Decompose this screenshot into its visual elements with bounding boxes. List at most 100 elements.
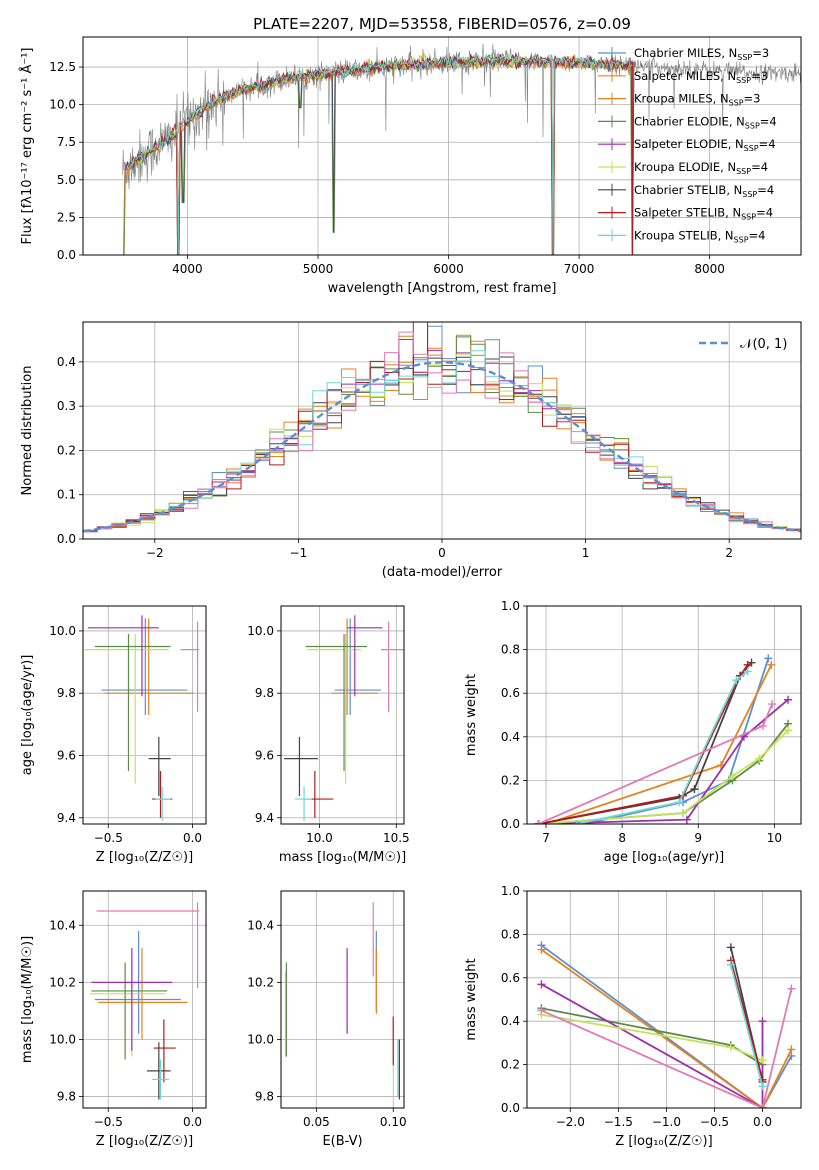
weight-series-2 xyxy=(538,723,789,824)
y-tick-label: 5.0 xyxy=(57,173,76,187)
axes-frame xyxy=(82,321,802,540)
x-axis-label: Z [log₁₀(Z/Z☉)] xyxy=(615,1134,712,1149)
y-axis-label: Normed distribution xyxy=(20,366,35,496)
weight-marker xyxy=(675,798,684,807)
panel-age-vs-Z: −0.5 0.0 9.4 9.6 9.8 10.0 Z [log₁₀(Z/Z☉)] age [… xyxy=(20,605,207,865)
y-tick-label: 10.0 xyxy=(49,624,76,638)
x-tick-label: 0.0 xyxy=(753,1115,772,1129)
errorbar-point xyxy=(91,962,168,1060)
errorbar-point xyxy=(284,736,318,796)
plot-area xyxy=(285,902,400,1100)
y-tick-label: 0.1 xyxy=(57,488,76,502)
weight-marker xyxy=(743,667,752,676)
errorbar-point xyxy=(96,902,200,989)
axes-frame xyxy=(82,36,802,256)
weight-series-8 xyxy=(541,988,793,1108)
y-tick-label: 0.2 xyxy=(501,1058,520,1072)
weight-marker xyxy=(537,980,546,989)
y-tick-label: 12.5 xyxy=(49,60,76,74)
model-spectrum-8 xyxy=(127,53,635,255)
y-tick-label: 2.5 xyxy=(57,210,76,224)
errorbar-point xyxy=(89,959,166,1057)
weight-marker xyxy=(534,820,543,824)
plot-area xyxy=(83,322,801,533)
axes-frame xyxy=(280,890,405,1109)
errorbar-point xyxy=(88,615,159,697)
y-tick-label: 0.0 xyxy=(57,532,76,546)
y-tick-label: 0.6 xyxy=(501,971,520,985)
model-spectrum-1 xyxy=(122,54,634,255)
x-tick-label: −1 xyxy=(290,546,308,560)
weight-marker xyxy=(758,1017,767,1026)
y-axis-label: Flux [fλ10⁻¹⁷ erg cm⁻² s⁻¹ Å⁻¹] xyxy=(19,48,35,245)
y-tick-label: 0.2 xyxy=(57,443,76,457)
y-tick-label: 0.4 xyxy=(501,1014,520,1028)
model-spectrum-6 xyxy=(125,53,635,255)
x-tick-label: 8 xyxy=(618,831,626,845)
errorbar-point xyxy=(147,1042,171,1100)
y-tick-label: 0.8 xyxy=(501,927,520,941)
weight-marker xyxy=(537,1006,546,1015)
errorbar-point xyxy=(347,615,383,697)
legend-entry: Kroupa MILES, NSSP=3 xyxy=(634,92,760,108)
model-spectrum-0 xyxy=(122,56,635,255)
weight-marker xyxy=(758,721,767,730)
y-axis-label: mass [log₁₀(M/M☉)] xyxy=(20,936,35,1063)
y-tick-label: 9.6 xyxy=(255,748,274,762)
y-tick-label: 9.8 xyxy=(57,1090,76,1104)
y-tick-label: 9.8 xyxy=(255,686,274,700)
y-tick-label: 9.4 xyxy=(57,811,76,825)
y-tick-label: 1.0 xyxy=(501,599,520,613)
y-axis-label: age [log₁₀(age/yr)] xyxy=(20,655,35,776)
x-tick-label: 2 xyxy=(725,546,733,560)
x-tick-label: 1 xyxy=(582,546,590,560)
weight-marker xyxy=(758,1056,767,1065)
x-axis-label: (data-model)/error xyxy=(382,565,503,580)
y-tick-label: 0.4 xyxy=(501,730,520,744)
weight-marker xyxy=(764,654,773,663)
plot-area xyxy=(534,654,793,824)
weight-marker xyxy=(784,726,793,735)
x-tick-label: 0.10 xyxy=(380,1115,407,1129)
weight-marker xyxy=(537,945,546,954)
x-tick-label: −0.5 xyxy=(94,831,123,845)
y-tick-label: 0.2 xyxy=(501,773,520,787)
weight-series-7 xyxy=(576,670,749,824)
panel-age-vs-mass: 10.0 10.5 9.4 9.6 9.8 10.0 mass [log₁₀(M/M☉)] xyxy=(247,605,410,865)
x-axis-label: E(B-V) xyxy=(322,1134,362,1149)
weight-series-8 xyxy=(538,703,773,824)
y-tick-label: 9.4 xyxy=(255,811,274,825)
weight-marker xyxy=(758,1104,767,1108)
weight-marker xyxy=(755,754,764,763)
y-tick-label: 10.0 xyxy=(247,1032,274,1046)
errorbar-point xyxy=(152,1059,169,1100)
y-tick-label: 10.0 xyxy=(247,624,274,638)
weight-marker xyxy=(787,1045,796,1054)
weight-marker xyxy=(690,785,699,794)
weight-series-6 xyxy=(538,664,749,824)
y-tick-label: 10.2 xyxy=(247,975,274,989)
gaussian-curve xyxy=(83,361,801,533)
y-tick-label: 0.3 xyxy=(57,399,76,413)
legend-entry: Salpeter MILES, NSSP=3 xyxy=(634,69,768,85)
y-axis-label: mass weight xyxy=(464,958,479,1040)
y-tick-label: 0.8 xyxy=(501,643,520,657)
axes-frame xyxy=(280,605,405,825)
x-axis-label: mass [log₁₀(M/M☉)] xyxy=(279,850,406,865)
axes-frame xyxy=(526,605,802,825)
x-axis-label: age [log₁₀(age/yr)] xyxy=(604,850,725,865)
panel-mass-vs-EBV: 0.05 0.10 9.8 10.0 10.2 10.4 E(B-V) xyxy=(247,890,407,1149)
legend-entry: Salpeter ELODIE, NSSP=4 xyxy=(634,137,776,153)
weight-series-7 xyxy=(729,964,764,1087)
x-tick-label: 6000 xyxy=(433,262,464,276)
y-tick-label: 10.0 xyxy=(49,1032,76,1046)
y-tick-label: 10.4 xyxy=(49,918,76,932)
y-tick-label: 7.5 xyxy=(57,135,76,149)
weight-marker xyxy=(784,695,793,704)
x-tick-label: 7000 xyxy=(564,262,595,276)
y-tick-label: 0.0 xyxy=(501,817,520,831)
model-spectrum-5 xyxy=(125,52,634,255)
weight-marker xyxy=(572,820,581,824)
x-tick-label: 4000 xyxy=(172,262,203,276)
